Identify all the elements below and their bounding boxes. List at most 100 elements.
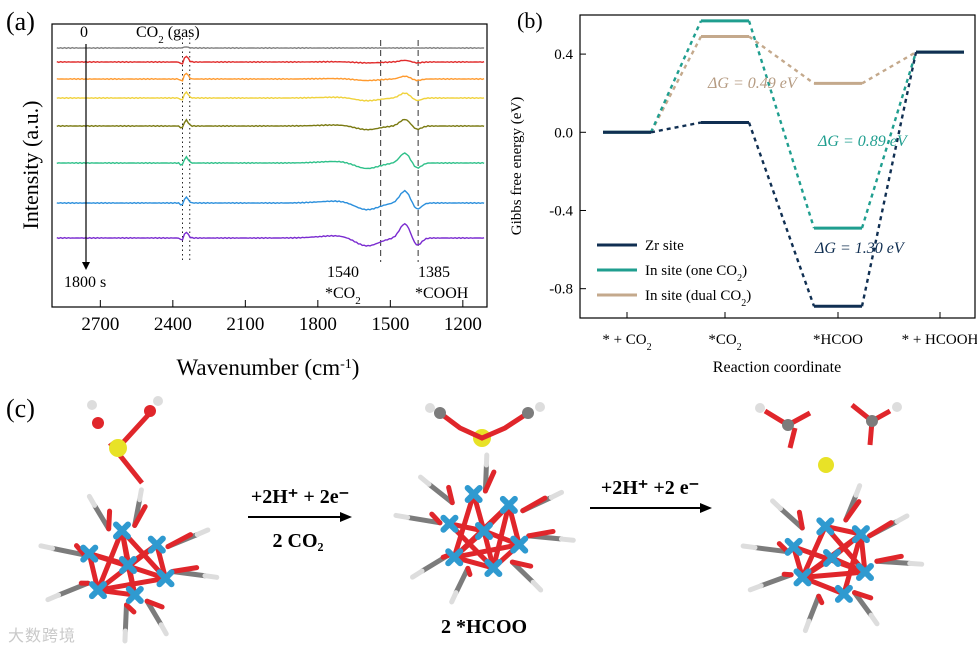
h-bond	[558, 536, 576, 543]
panel-b-free-energy: (b) 0.4 0.0 -0.4 -0.8 * + CO2 *CO2 *HCOO * + HC…	[509, 8, 977, 376]
linker-bond	[405, 514, 443, 526]
h-bond	[393, 512, 411, 520]
x-tick-label-1800: 1800	[299, 314, 337, 335]
carboxyl-o-bond	[509, 559, 534, 569]
legend-label-2: In site (dual CO2)	[645, 288, 751, 309]
connector-0-2	[860, 51, 918, 307]
h-bond	[853, 483, 863, 498]
zr-o-bond	[86, 551, 131, 568]
h-bond	[202, 573, 220, 580]
zr-atom	[88, 581, 107, 600]
zr-atom	[112, 521, 131, 540]
c-atom	[522, 407, 534, 419]
linker-bond	[426, 481, 455, 506]
panel-b-y-label: Gibbs free energy (eV)	[509, 97, 525, 235]
zr-atom	[125, 585, 144, 604]
watermark-logo: 大数跨境	[8, 622, 76, 646]
spectrum-6	[56, 189, 485, 211]
o-atom	[144, 405, 156, 417]
time-end-label: 1800 s	[64, 274, 106, 291]
zr-atom	[475, 522, 493, 540]
arrow-1-top-label: +2H⁺ + 2e⁻	[251, 486, 349, 508]
zr-atom	[499, 495, 518, 514]
h-atom	[425, 403, 435, 413]
h-bond	[894, 513, 910, 524]
h-bond	[38, 543, 56, 551]
carboxyl-o-bond	[482, 469, 497, 494]
zr-o-bond	[86, 551, 101, 593]
zr-o-bond	[841, 531, 864, 597]
h-atom	[892, 402, 902, 412]
y-tick-label--0.8: -0.8	[549, 282, 573, 298]
linker-bond	[50, 545, 87, 558]
reaction-arrow-2-head	[700, 503, 712, 513]
panel-a-x-axis: 2700 2400 2100 1800 1500 1200	[81, 300, 482, 335]
carboxyl-o-bond	[465, 565, 473, 577]
carboxyl-o-bond	[165, 532, 194, 550]
h-bond	[747, 583, 764, 593]
in-atom	[818, 457, 834, 473]
h-bond	[194, 527, 211, 538]
hcoo-caption: 2 *HCOO	[441, 616, 527, 638]
zr-atom	[119, 556, 137, 574]
x-tick-label-2: *HCOO	[813, 332, 863, 348]
panel-b-label: (b)	[517, 8, 543, 33]
arrow-1-bottom-label: 2 CO₂	[273, 530, 324, 552]
zr-o-bond	[799, 569, 868, 580]
connector-0-0	[650, 121, 702, 134]
carboxyl-o-bond	[132, 504, 148, 528]
zr-atom	[784, 537, 803, 556]
zr-o-bond	[799, 523, 828, 580]
panel-b-axes: 0.4 0.0 -0.4 -0.8 * + CO2 *CO2 *HCOO * + HCOOH	[549, 47, 977, 352]
spectrum-1	[56, 55, 485, 65]
h-bond	[802, 618, 812, 634]
carboxyl-o-bond	[520, 495, 548, 514]
carboxyl-o-bond	[874, 553, 904, 564]
ann-1540-value: 1540	[327, 264, 359, 281]
connector-1-2	[860, 51, 918, 229]
y-tick-label--0.4: -0.4	[549, 203, 573, 219]
zr-o-bond	[822, 523, 864, 537]
connector-2-2	[861, 51, 917, 85]
time-start-label: 0	[80, 24, 88, 41]
hcoo-bonds	[438, 410, 530, 441]
panel-c-mechanism: (c) +2H⁺ + 2e⁻ 2 CO₂ +2H⁺ +2 e⁻ 2 *HCOO	[6, 394, 925, 644]
zr-o-bond	[119, 528, 131, 568]
cluster-product	[740, 402, 925, 634]
zr-o-bond	[490, 502, 512, 571]
connector-1-0	[649, 20, 703, 133]
carboxyl-o-bond	[866, 520, 894, 539]
panel-a-reference-lines	[182, 38, 419, 262]
legend-label-0: Zr site	[645, 238, 684, 254]
carboxyl-o-bond	[169, 565, 200, 574]
h-bond	[770, 498, 783, 511]
zr-o-bond	[95, 587, 138, 598]
h-bond	[158, 622, 169, 637]
h-atom	[153, 396, 163, 406]
carboxyl-o-bond	[843, 499, 862, 523]
connector-2-1	[748, 35, 815, 85]
spectrum-0	[56, 46, 485, 50]
panel-a-ir-spectra: (a) 2700 2400 2100 1800 1500 1200 0 1800 s CO…	[6, 7, 488, 380]
linker-bond	[144, 598, 164, 628]
panel-b-legend: Zr site In site (one CO2) In site (dual CO…	[597, 238, 751, 309]
h-bond	[418, 474, 432, 487]
carboxyl-o-bond	[781, 571, 794, 578]
connector-0-1	[747, 122, 816, 307]
cluster-hcoo	[393, 402, 576, 605]
carboxyl-o-bond	[852, 590, 874, 601]
carboxyl-o-bond	[123, 602, 137, 615]
ann-1540-species: *CO2	[325, 285, 361, 307]
zr-atom	[855, 563, 874, 582]
spectrum-3	[56, 90, 485, 102]
panel-b-series	[603, 19, 964, 308]
h-bond	[868, 612, 880, 627]
linker-bond	[453, 565, 471, 596]
x-tick-label-1500: 1500	[371, 314, 409, 335]
c-atom	[782, 419, 794, 431]
panel-a-x-label: Wavenumber (cm-1)	[177, 355, 360, 380]
spectrum-4	[56, 118, 485, 131]
spectrum-2	[56, 72, 485, 82]
y-tick-label-0: 0.0	[554, 125, 573, 141]
h-bond	[410, 568, 425, 580]
